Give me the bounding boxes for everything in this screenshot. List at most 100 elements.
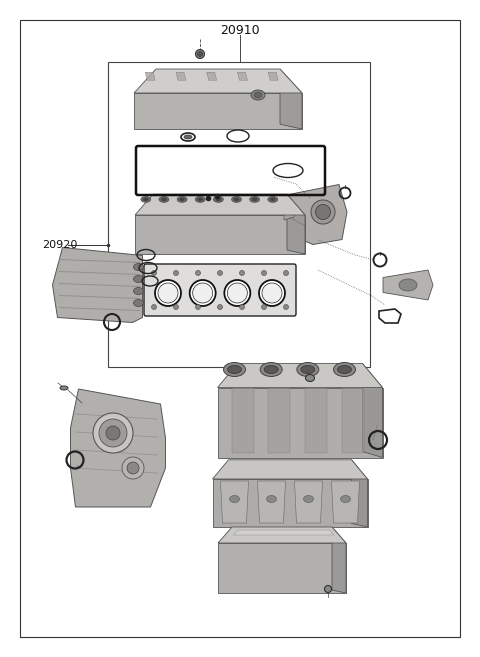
Polygon shape	[351, 460, 368, 527]
Ellipse shape	[324, 585, 332, 593]
Polygon shape	[217, 363, 383, 388]
Ellipse shape	[228, 365, 241, 373]
Ellipse shape	[155, 280, 181, 306]
Ellipse shape	[260, 363, 282, 376]
Polygon shape	[218, 527, 346, 543]
Ellipse shape	[284, 304, 288, 309]
Polygon shape	[362, 363, 383, 457]
Bar	[108, 62, 370, 367]
Ellipse shape	[133, 300, 144, 307]
Ellipse shape	[399, 279, 417, 291]
Ellipse shape	[268, 196, 278, 202]
Ellipse shape	[173, 304, 179, 309]
Ellipse shape	[184, 135, 192, 139]
Polygon shape	[52, 248, 143, 323]
FancyBboxPatch shape	[144, 264, 296, 316]
Polygon shape	[217, 388, 383, 457]
Ellipse shape	[234, 198, 239, 201]
Ellipse shape	[228, 283, 247, 303]
Ellipse shape	[214, 196, 223, 202]
Ellipse shape	[251, 90, 265, 100]
Polygon shape	[213, 460, 368, 479]
Ellipse shape	[264, 365, 278, 373]
Ellipse shape	[340, 495, 350, 503]
Ellipse shape	[224, 363, 245, 376]
Text: 20910: 20910	[220, 24, 260, 37]
Ellipse shape	[254, 92, 262, 98]
Ellipse shape	[158, 283, 178, 303]
Ellipse shape	[180, 198, 185, 201]
Polygon shape	[332, 481, 360, 523]
Ellipse shape	[177, 196, 187, 202]
Polygon shape	[289, 185, 347, 244]
Ellipse shape	[297, 363, 319, 376]
Ellipse shape	[270, 198, 276, 201]
Ellipse shape	[195, 196, 205, 202]
Ellipse shape	[217, 271, 223, 275]
Polygon shape	[383, 270, 433, 300]
Ellipse shape	[224, 280, 251, 306]
Polygon shape	[135, 194, 305, 215]
Ellipse shape	[141, 196, 151, 202]
Polygon shape	[218, 543, 346, 593]
Polygon shape	[305, 388, 327, 453]
Ellipse shape	[217, 304, 223, 309]
Polygon shape	[135, 215, 305, 254]
Ellipse shape	[198, 198, 203, 201]
Ellipse shape	[266, 495, 276, 503]
Ellipse shape	[305, 374, 314, 382]
Ellipse shape	[250, 196, 260, 202]
Polygon shape	[134, 69, 302, 93]
Ellipse shape	[106, 426, 120, 440]
Polygon shape	[207, 72, 216, 80]
Ellipse shape	[60, 386, 68, 390]
Ellipse shape	[337, 365, 351, 373]
Ellipse shape	[192, 283, 213, 303]
Polygon shape	[332, 527, 346, 593]
Ellipse shape	[133, 288, 144, 294]
Polygon shape	[280, 69, 302, 129]
Ellipse shape	[127, 462, 139, 474]
Polygon shape	[220, 481, 249, 523]
Polygon shape	[145, 72, 155, 80]
Ellipse shape	[252, 198, 257, 201]
Ellipse shape	[133, 263, 144, 271]
Polygon shape	[295, 481, 323, 523]
Ellipse shape	[195, 49, 204, 58]
Ellipse shape	[152, 304, 156, 309]
Ellipse shape	[262, 304, 266, 309]
Ellipse shape	[262, 271, 266, 275]
Ellipse shape	[99, 419, 127, 447]
Ellipse shape	[231, 196, 241, 202]
Polygon shape	[71, 389, 166, 507]
Ellipse shape	[93, 413, 133, 453]
Polygon shape	[341, 388, 363, 453]
Polygon shape	[284, 204, 294, 220]
Polygon shape	[231, 388, 253, 453]
Ellipse shape	[284, 271, 288, 275]
Ellipse shape	[301, 365, 315, 373]
Ellipse shape	[240, 271, 244, 275]
Polygon shape	[234, 530, 334, 535]
Polygon shape	[268, 72, 278, 80]
Polygon shape	[287, 194, 305, 254]
Ellipse shape	[197, 51, 203, 57]
Ellipse shape	[144, 198, 148, 201]
Ellipse shape	[315, 204, 331, 219]
Ellipse shape	[152, 271, 156, 275]
Ellipse shape	[216, 198, 221, 201]
Ellipse shape	[195, 271, 201, 275]
Text: 20920: 20920	[42, 240, 77, 250]
Ellipse shape	[159, 196, 169, 202]
Ellipse shape	[133, 275, 144, 283]
Polygon shape	[268, 388, 290, 453]
Polygon shape	[257, 481, 286, 523]
Ellipse shape	[334, 363, 356, 376]
Polygon shape	[213, 479, 368, 527]
Ellipse shape	[173, 271, 179, 275]
Ellipse shape	[311, 200, 335, 224]
Ellipse shape	[190, 280, 216, 306]
Polygon shape	[238, 72, 248, 80]
Ellipse shape	[303, 495, 313, 503]
Ellipse shape	[161, 198, 167, 201]
